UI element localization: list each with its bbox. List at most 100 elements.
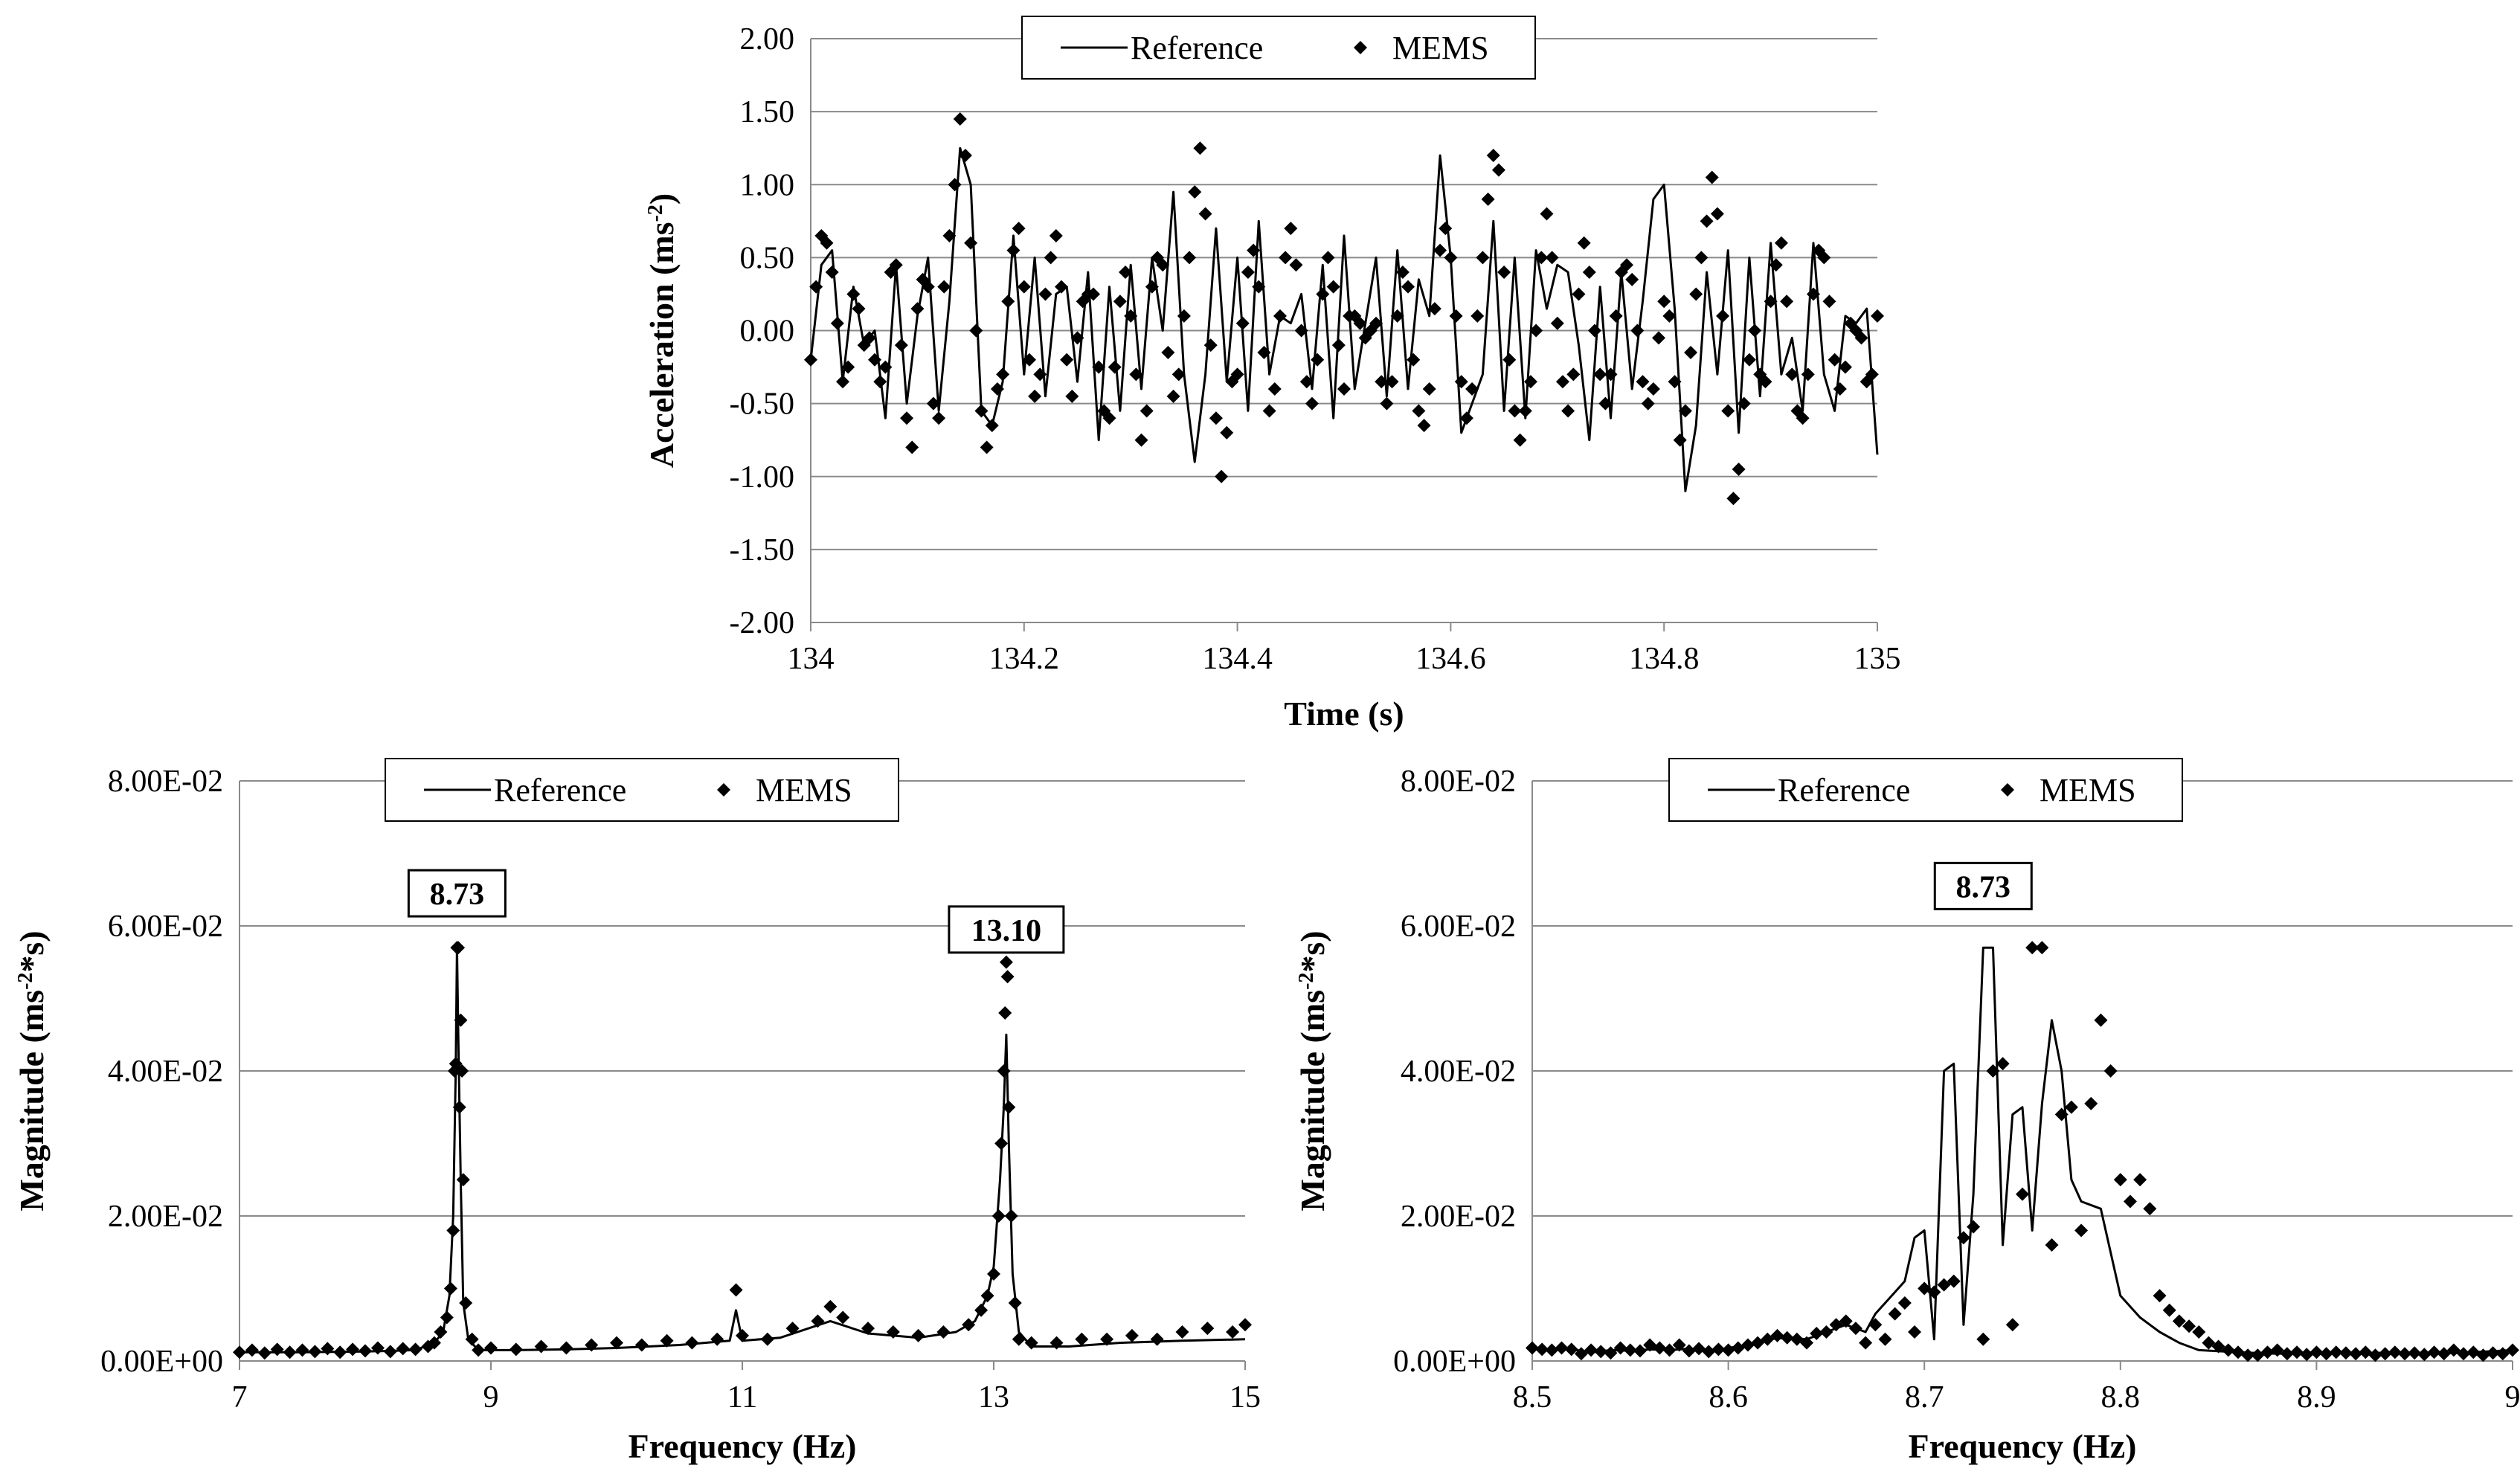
data-point-mems — [1636, 375, 1650, 389]
data-point-mems — [2457, 1347, 2471, 1361]
data-point-mems — [974, 1303, 989, 1317]
y-tick-label: 8.00E-02 — [1401, 765, 1516, 799]
data-point-mems — [1065, 389, 1079, 403]
data-point-mems — [1801, 367, 1815, 382]
data-point-mems — [456, 1173, 470, 1187]
data-point-mems — [1769, 258, 1783, 272]
data-point-mems — [932, 411, 946, 425]
y-axis-label-superscript: -2 — [644, 205, 667, 222]
data-point-mems — [1028, 389, 1042, 403]
data-point-mems — [1918, 1281, 1932, 1296]
data-point-mems — [987, 1267, 1000, 1281]
data-point-mems — [1124, 309, 1138, 323]
data-point-mems — [1001, 295, 1015, 309]
data-point-mems — [1534, 251, 1549, 265]
data-point-mems — [1550, 316, 1564, 330]
data-point-mems — [2103, 1064, 2118, 1078]
data-point-mems — [804, 353, 817, 367]
data-point-mems — [1653, 1341, 1667, 1355]
data-point-mems — [1316, 287, 1330, 301]
data-point-mems — [1220, 425, 1234, 440]
data-point-mems — [974, 404, 989, 418]
data-point-mems — [1375, 375, 1389, 389]
data-point-mems — [1470, 309, 1485, 323]
data-point-mems — [2221, 1343, 2235, 1357]
data-point-mems — [1449, 309, 1463, 323]
data-point-mems — [509, 1342, 523, 1357]
data-point-mems — [1390, 309, 1404, 323]
data-point-mems — [1427, 302, 1441, 316]
data-point-mems — [937, 280, 951, 294]
data-point-mems — [1476, 251, 1490, 265]
data-point-mems — [868, 353, 882, 367]
data-point-mems — [991, 1209, 1006, 1223]
data-point-mems — [969, 324, 983, 338]
data-point-mems — [999, 955, 1013, 969]
data-point-mems — [1908, 1325, 1922, 1339]
data-point-mems — [1684, 345, 1698, 359]
data-point-mems — [1587, 324, 1601, 338]
y-tick-label: 6.00E-02 — [1401, 910, 1516, 944]
data-point-mems — [1119, 266, 1133, 279]
frequency-spectrum-chart: 8.00E-02 6.00E-02 4.00E-02 2.00E-02 0.00E+00… — [13, 758, 1261, 1465]
data-point-mems — [1412, 404, 1426, 418]
data-point-mems — [1545, 251, 1559, 265]
y-axis-label-text: Acceleration (ms — [643, 222, 681, 468]
x-tick-label: 8.8 — [2101, 1380, 2141, 1415]
data-point-mems — [997, 1064, 1011, 1078]
data-point-mems — [452, 1100, 466, 1114]
data-point-mems — [2231, 1345, 2245, 1359]
data-point-mems — [2349, 1347, 2363, 1361]
data-point-mems — [1751, 1336, 1765, 1350]
data-point-mems — [1859, 1336, 1873, 1350]
data-point-mems — [1668, 375, 1682, 389]
data-point-mems — [1060, 353, 1074, 367]
y-tick-label: -1.50 — [730, 533, 795, 567]
time-domain-chart: 2.00 1.50 1.00 0.50 0.00 -0.50 -1.00 -1.50 -2.00… — [643, 16, 1901, 733]
data-point-mems — [1742, 353, 1756, 367]
data-point-mems — [1481, 192, 1495, 206]
x-tick-label: 9 — [483, 1380, 499, 1415]
data-point-mems — [1710, 207, 1724, 221]
data-point-mems — [245, 1343, 259, 1357]
data-point-mems — [660, 1333, 674, 1348]
data-point-mems — [1780, 295, 1794, 309]
data-point-mems — [1012, 222, 1026, 236]
y-tick-label: 2.00E-02 — [1401, 1200, 1516, 1234]
y-axis-label-text: Magnitude (ms — [13, 990, 51, 1211]
y-tick-label: 0.00 — [740, 315, 795, 349]
data-point-mems — [1535, 1342, 1549, 1357]
data-point-mems — [1996, 1057, 2010, 1071]
data-point-mems — [962, 1318, 976, 1332]
data-point-mems — [998, 1006, 1012, 1020]
data-point-mems — [1454, 375, 1468, 389]
data-point-mems — [634, 1338, 649, 1352]
y-tick-label: -0.50 — [730, 387, 795, 422]
data-point-mems — [736, 1328, 749, 1342]
data-point-mems — [1200, 1322, 1215, 1336]
data-point-mems — [534, 1339, 548, 1354]
data-point-mems — [2378, 1347, 2392, 1361]
data-point-mems — [1555, 375, 1569, 389]
x-tick-label: 134.2 — [989, 642, 1060, 676]
data-point-mems — [484, 1341, 498, 1355]
data-point-mems — [1422, 382, 1436, 396]
data-point-mems — [1380, 396, 1394, 411]
y-tick-label: -2.00 — [730, 606, 795, 640]
data-point-mems — [1156, 258, 1170, 272]
data-point-mems — [1593, 367, 1607, 382]
data-point-mems — [2084, 1096, 2098, 1110]
y-axis-label: Magnitude (ms-2*s) — [1293, 930, 1331, 1211]
data-point-mems — [921, 280, 935, 294]
data-point-mems — [1545, 1343, 1559, 1357]
data-point-mems — [990, 382, 1004, 396]
data-point-mems — [985, 419, 999, 433]
plot-area — [1526, 941, 2519, 1362]
data-point-mems — [455, 1064, 469, 1078]
data-point-mems — [2251, 1348, 2265, 1362]
data-point-mems — [2025, 941, 2040, 955]
data-point-mems — [446, 1223, 460, 1238]
x-tick-label: 134.6 — [1415, 642, 1486, 676]
y-tick-label: 2.00 — [740, 22, 795, 57]
data-point-mems — [1129, 367, 1143, 382]
